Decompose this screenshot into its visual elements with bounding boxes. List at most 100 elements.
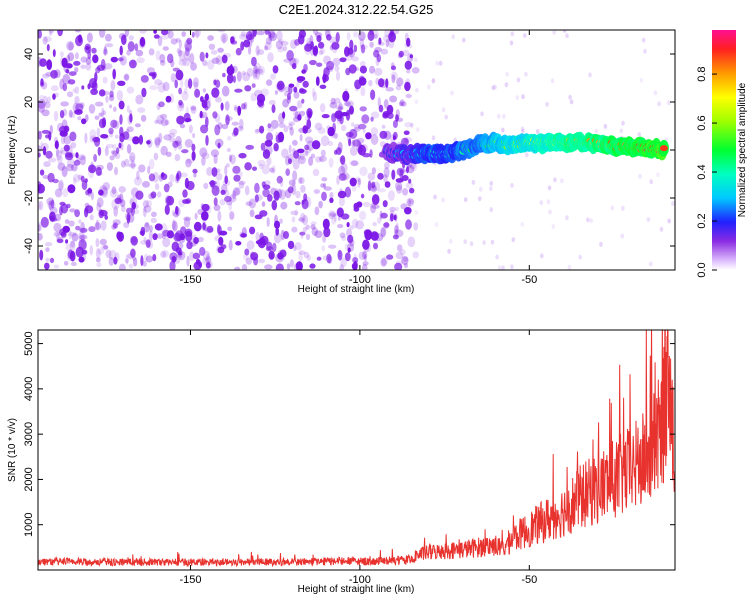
noise-blob: [126, 105, 130, 113]
noise-blob: [338, 173, 347, 181]
noise-blob: [291, 63, 297, 70]
noise-blob: [151, 211, 157, 218]
noise-blob: [154, 183, 160, 191]
noise-blob: [128, 163, 137, 168]
noise-blob: [293, 262, 302, 270]
noise-blob: [244, 248, 250, 256]
noise-blob: [70, 261, 77, 267]
noise-blob: [237, 105, 242, 116]
noise-blob: [349, 160, 358, 166]
noise-blob: [39, 249, 44, 261]
noise-blob: [226, 147, 231, 153]
noise-blob: [405, 219, 412, 230]
noise-blob: [378, 37, 382, 45]
noise-blob: [167, 53, 174, 64]
noise-blob: [340, 124, 347, 132]
noise-blob: [370, 127, 379, 136]
noise-blob: [283, 231, 289, 239]
noise-blob: [129, 152, 136, 162]
spectrogram-y-ticks: -40 -20 0 20 40: [23, 48, 675, 254]
noise-blob: [414, 99, 419, 105]
noise-blob: [86, 32, 93, 43]
noise-blob: [241, 264, 248, 270]
noise-blob: [361, 263, 368, 270]
noise-blob: [128, 263, 134, 269]
noise-blob: [39, 82, 45, 87]
noise-blob: [105, 249, 112, 259]
noise-blob: [414, 210, 419, 216]
colorbar-tick-label: 0.4: [696, 164, 708, 179]
noise-blob: [431, 135, 436, 141]
noise-blob: [38, 200, 44, 211]
noise-blob: [67, 79, 76, 85]
noise-blob: [109, 90, 114, 98]
noise-blob: [370, 89, 376, 101]
noise-blob: [98, 209, 104, 219]
noise-blob: [416, 127, 420, 133]
noise-blob: [385, 39, 390, 48]
noise-blob: [63, 261, 69, 266]
noise-blob: [112, 106, 117, 112]
noise-blob: [355, 177, 360, 182]
noise-blob: [409, 187, 415, 194]
noise-blob: [249, 226, 256, 235]
noise-blob: [225, 114, 230, 126]
noise-blob: [168, 137, 176, 143]
noise-blob: [179, 172, 188, 178]
noise-blob: [69, 250, 76, 262]
noise-blob: [129, 196, 138, 207]
spectrogram-x-ticks: -150 -100 -50: [179, 30, 537, 286]
noise-blob: [68, 220, 75, 227]
noise-blob: [118, 186, 126, 193]
noise-blob: [356, 137, 365, 144]
noise-blob: [314, 206, 320, 216]
noise-blob: [335, 105, 344, 111]
noise-blob: [318, 50, 324, 56]
noise-blob: [268, 253, 275, 259]
noise-blob: [224, 196, 232, 203]
noise-blob: [367, 243, 372, 253]
noise-blob: [449, 238, 453, 244]
noise-blob: [281, 148, 289, 159]
noise-blob: [390, 62, 395, 70]
noise-blob: [81, 180, 88, 191]
noise-blob: [308, 156, 314, 166]
noise-blob: [78, 256, 85, 263]
noise-blob: [128, 213, 135, 223]
noise-blob: [377, 188, 386, 193]
noise-blob: [298, 250, 306, 255]
noise-blob: [151, 73, 156, 80]
noise-blob: [489, 180, 494, 186]
noise-blob: [292, 139, 298, 146]
noise-blob: [138, 134, 144, 145]
noise-blob: [229, 64, 233, 75]
noise-blob: [255, 128, 264, 133]
noise-blob: [67, 52, 75, 62]
noise-blob: [329, 212, 337, 217]
noise-blob: [64, 219, 70, 224]
noise-blob: [143, 222, 150, 233]
noise-blob: [227, 226, 233, 232]
noise-blob: [134, 123, 141, 128]
noise-blob: [94, 101, 104, 107]
noise-blob: [70, 111, 76, 119]
noise-blob: [74, 86, 80, 94]
noise-blob: [350, 160, 359, 167]
noise-blob: [162, 46, 169, 51]
noise-blob: [292, 170, 298, 182]
noise-blob: [221, 123, 229, 130]
noise-blob: [347, 234, 354, 244]
noise-blob: [149, 225, 153, 232]
noise-blob: [404, 42, 409, 48]
noise-blob: [305, 233, 311, 241]
noise-blob: [154, 136, 161, 146]
noise-blob: [444, 114, 449, 120]
noise-blob: [103, 244, 109, 250]
spectrogram-y-label: Frequency (Hz): [7, 116, 18, 185]
noise-blob: [367, 30, 375, 41]
noise-blob: [296, 82, 300, 88]
noise-blob: [134, 43, 139, 52]
noise-blob: [217, 210, 222, 222]
noise-blob: [135, 94, 144, 105]
noise-blob: [249, 209, 255, 218]
